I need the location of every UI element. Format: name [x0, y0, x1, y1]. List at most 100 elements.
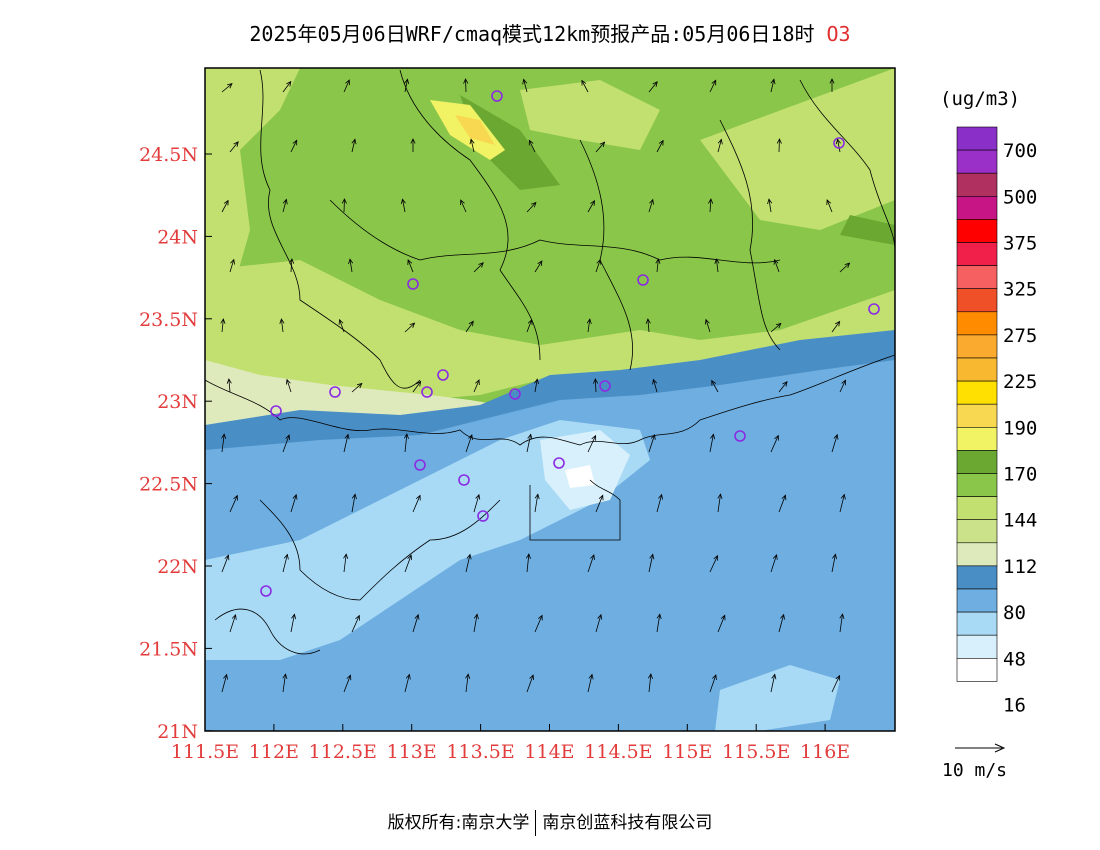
circle-marker-icon	[734, 430, 746, 442]
wind-arrow-icon	[770, 434, 779, 453]
title-species: O3	[826, 22, 851, 46]
colorbar-swatch	[956, 380, 998, 405]
lat-tick-label: 22N	[157, 556, 198, 578]
province-border-1	[259, 69, 421, 389]
field-48-blue	[205, 360, 895, 731]
wind-arrow-icon	[226, 378, 232, 393]
wind-arrow-icon	[839, 613, 845, 633]
province-border-2	[399, 69, 541, 361]
wind-arrow-icon	[595, 494, 604, 513]
wind-arrow-icon	[709, 79, 717, 93]
wind-reference-label: 10 m/s	[942, 760, 1008, 781]
colorbar-swatch	[956, 219, 998, 243]
wind-arrow-icon	[351, 138, 357, 153]
wind-arrow-icon	[528, 139, 536, 153]
wind-arrow-icon	[290, 613, 297, 633]
colorbar-level-label: 80	[1003, 602, 1026, 624]
wind-arrow-icon	[338, 318, 345, 333]
wind-arrow-icon	[473, 493, 481, 513]
wind-arrow-icon	[343, 433, 350, 453]
circle-marker-icon	[599, 380, 611, 392]
wind-arrow-icon	[829, 78, 835, 92]
boundaries	[204, 69, 896, 655]
colorbar-swatch	[956, 657, 998, 682]
colorbar-level-label: 275	[1003, 325, 1037, 347]
wind-arrow-icon	[412, 613, 420, 633]
lat-tick-label: 21.5N	[139, 638, 198, 660]
city-markers	[260, 90, 880, 597]
lon-tick-label: 113.5E	[446, 741, 514, 763]
wind-arrow-icon	[587, 554, 595, 573]
wind-arrow-icon	[831, 674, 841, 693]
wind-arrow-icon	[289, 258, 295, 273]
wind-arrow-icon	[473, 613, 479, 633]
field-48-south-patch	[715, 665, 840, 731]
wind-arrow-icon	[648, 81, 658, 93]
colorbar-swatch	[956, 334, 998, 359]
wind-arrow-icon	[587, 673, 594, 693]
wind-arrow-icon	[835, 138, 841, 153]
field-48-light-blue	[205, 420, 650, 660]
wind-arrow-icon	[412, 494, 421, 513]
wind-arrow-icon	[593, 378, 599, 393]
wind-arrow-icon	[826, 199, 833, 213]
wind-arrow-icon	[714, 258, 720, 273]
colorbar-level-label: 500	[1003, 186, 1037, 208]
wind-arrow-icon	[770, 78, 776, 93]
colorbar: 700 500 375 325 275 225 190 170 144 112 80 48 16	[956, 126, 1037, 717]
wind-arrow-icon	[652, 378, 658, 393]
circle-marker-icon	[407, 278, 419, 290]
lon-tick-label: 114.5E	[584, 741, 652, 763]
circle-marker-icon	[414, 459, 426, 471]
wind-arrow-icon	[534, 378, 540, 393]
circle-marker-icon	[833, 137, 845, 149]
wind-arrow-icon	[778, 381, 788, 393]
colorbar-swatch	[956, 450, 998, 474]
lon-tick-label: 112.5E	[309, 741, 377, 763]
wind-arrow-icon	[648, 434, 656, 453]
wind-arrow-icon	[412, 380, 422, 393]
wind-arrow-icon	[343, 79, 350, 93]
wind-arrow-icon	[460, 199, 467, 213]
wind-arrow-icon	[221, 83, 233, 93]
wind-arrow-icon	[221, 554, 230, 573]
wind-arrow-icon	[534, 260, 543, 273]
wind-arrow-icon	[526, 433, 533, 453]
wind-arrow-icon	[581, 79, 589, 93]
lon-tick-label: 115E	[662, 741, 712, 763]
wind-arrow-icon	[587, 434, 597, 453]
circle-marker-icon	[421, 386, 433, 398]
wind-arrow-icon	[404, 322, 416, 333]
wind-arrow-icon	[839, 493, 846, 513]
lat-tick-label: 23N	[157, 391, 198, 413]
wind-arrow-icon	[595, 141, 606, 153]
lon-tick-label: 114E	[524, 741, 574, 763]
circle-marker-icon	[553, 457, 565, 469]
circle-marker-icon	[637, 274, 649, 286]
colorbar-swatch	[956, 126, 998, 151]
field-144-plus-north	[460, 95, 560, 190]
wind-arrow-icon	[282, 198, 288, 213]
title-main: 2025年05月06日WRF/cmaq模式12km预报产品:05月06日18时	[249, 22, 815, 46]
colorbar-units: (ug/m3)	[940, 88, 1021, 110]
wind-arrow-icon	[645, 318, 651, 333]
lat-tick-label: 24N	[157, 226, 198, 248]
circle-marker-icon	[509, 388, 521, 400]
coastline	[204, 354, 896, 446]
wind-arrow-icon	[717, 614, 726, 633]
field-112-band-north	[520, 80, 660, 150]
wind-arrow-icon	[404, 554, 413, 573]
circle-marker-icon	[477, 510, 489, 522]
colorbar-swatch	[956, 473, 998, 497]
lon-tick-label: 111.5E	[171, 741, 239, 763]
province-border-6	[329, 199, 781, 264]
wind-arrow-icon	[770, 554, 778, 573]
wind-arrow-icon	[595, 258, 602, 273]
colorbar-swatch	[956, 242, 998, 266]
colorbar-level-label: 48	[1003, 648, 1026, 670]
wind-arrow-icon	[473, 262, 484, 273]
latitude-axis: 24.5N 24N 23.5N 23N 22.5N 22N 21.5N 21N	[139, 144, 212, 743]
wind-arrow-icon	[717, 138, 723, 153]
wind-arrow-icon	[348, 258, 354, 273]
colorbar-level-label: 375	[1003, 233, 1037, 255]
